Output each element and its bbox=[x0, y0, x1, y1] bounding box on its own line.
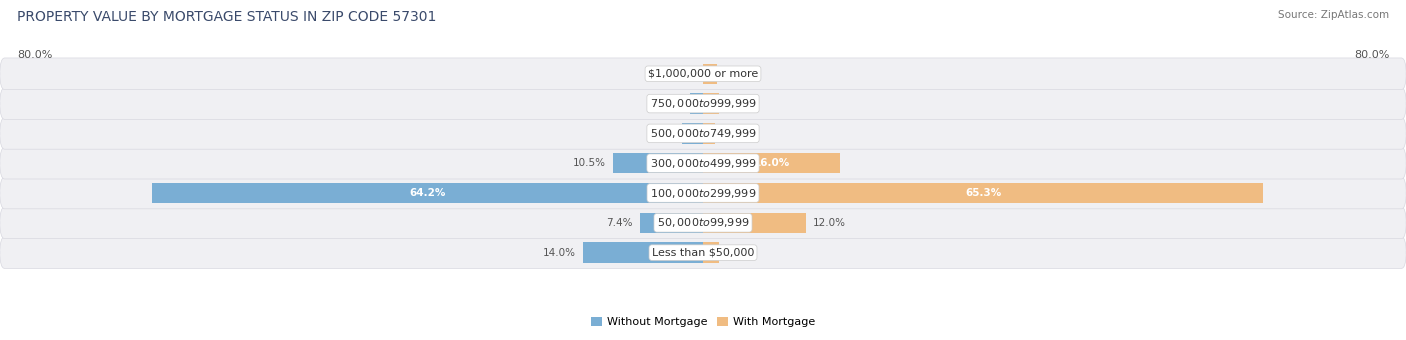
Bar bbox=[703, 153, 841, 173]
Text: 1.4%: 1.4% bbox=[721, 129, 748, 138]
Text: 16.0%: 16.0% bbox=[754, 158, 790, 168]
Bar bbox=[703, 64, 717, 84]
Text: $750,000 to $999,999: $750,000 to $999,999 bbox=[650, 97, 756, 110]
Bar bbox=[703, 183, 1263, 203]
Bar bbox=[703, 94, 720, 114]
Bar bbox=[682, 123, 703, 143]
Bar bbox=[613, 153, 703, 173]
Text: 7.4%: 7.4% bbox=[606, 218, 633, 228]
Bar bbox=[703, 123, 716, 143]
Text: PROPERTY VALUE BY MORTGAGE STATUS IN ZIP CODE 57301: PROPERTY VALUE BY MORTGAGE STATUS IN ZIP… bbox=[17, 10, 436, 24]
Text: 1.9%: 1.9% bbox=[725, 99, 752, 108]
Text: 0.0%: 0.0% bbox=[669, 69, 696, 79]
Text: $1,000,000 or more: $1,000,000 or more bbox=[648, 69, 758, 79]
Text: 1.6%: 1.6% bbox=[724, 69, 749, 79]
Bar bbox=[690, 94, 703, 114]
Text: 1.9%: 1.9% bbox=[725, 248, 752, 258]
FancyBboxPatch shape bbox=[0, 88, 1406, 119]
FancyBboxPatch shape bbox=[0, 118, 1406, 149]
Bar bbox=[152, 183, 703, 203]
FancyBboxPatch shape bbox=[0, 147, 1406, 179]
Text: $100,000 to $299,999: $100,000 to $299,999 bbox=[650, 187, 756, 200]
Text: 65.3%: 65.3% bbox=[965, 188, 1001, 198]
FancyBboxPatch shape bbox=[0, 207, 1406, 239]
Text: 14.0%: 14.0% bbox=[543, 248, 576, 258]
Text: Source: ZipAtlas.com: Source: ZipAtlas.com bbox=[1278, 10, 1389, 20]
Text: $500,000 to $749,999: $500,000 to $749,999 bbox=[650, 127, 756, 140]
Text: $50,000 to $99,999: $50,000 to $99,999 bbox=[657, 216, 749, 229]
Bar bbox=[640, 213, 703, 233]
Text: 10.5%: 10.5% bbox=[574, 158, 606, 168]
Text: 80.0%: 80.0% bbox=[17, 50, 52, 60]
Text: 12.0%: 12.0% bbox=[813, 218, 846, 228]
FancyBboxPatch shape bbox=[0, 237, 1406, 269]
Text: $300,000 to $499,999: $300,000 to $499,999 bbox=[650, 157, 756, 170]
Text: 2.4%: 2.4% bbox=[650, 129, 675, 138]
Bar bbox=[703, 213, 806, 233]
FancyBboxPatch shape bbox=[0, 58, 1406, 89]
Legend: Without Mortgage, With Mortgage: Without Mortgage, With Mortgage bbox=[586, 312, 820, 332]
Text: Less than $50,000: Less than $50,000 bbox=[652, 248, 754, 258]
Bar bbox=[703, 242, 720, 263]
Text: 64.2%: 64.2% bbox=[409, 188, 446, 198]
Text: 80.0%: 80.0% bbox=[1354, 50, 1389, 60]
FancyBboxPatch shape bbox=[0, 177, 1406, 209]
Text: 1.5%: 1.5% bbox=[657, 99, 683, 108]
Bar bbox=[583, 242, 703, 263]
